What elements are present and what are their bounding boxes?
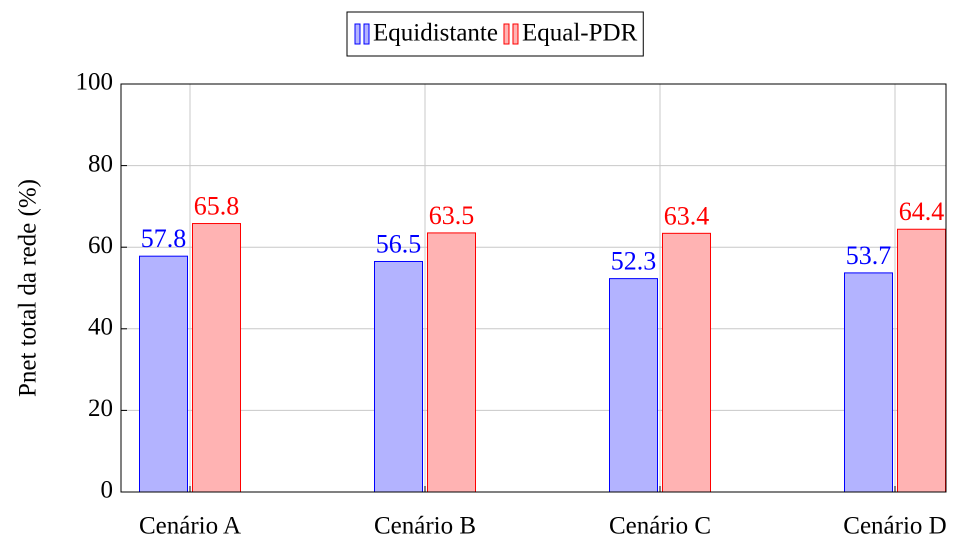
bar — [427, 232, 476, 493]
legend-swatch — [354, 23, 361, 45]
axis-frame — [120, 83, 947, 493]
y-tick-label: 0 — [101, 477, 114, 504]
bar — [609, 278, 658, 493]
legend-label: Equal-PDR — [522, 20, 638, 47]
legend: Equidistante Equal-PDR — [346, 11, 644, 57]
data-label: 65.8 — [194, 192, 240, 221]
data-label: 57.8 — [141, 224, 187, 253]
legend-swatch — [363, 23, 370, 45]
data-label: 64.4 — [899, 197, 945, 226]
legend-box — [346, 11, 644, 57]
y-tick-label: 40 — [88, 314, 113, 341]
y-tick-label: 20 — [88, 395, 113, 422]
data-label: 63.5 — [429, 201, 475, 230]
x-tick-label: Cenário D — [843, 513, 946, 540]
y-tick-label: 60 — [88, 232, 113, 259]
x-tick-label: Cenário A — [139, 513, 241, 540]
x-tick-label: Cenário B — [374, 513, 476, 540]
legend-label: Equidistante — [373, 20, 498, 47]
y-axis-label: Pnet total da rede (%) — [15, 179, 42, 397]
x-tick-label: Cenário C — [609, 513, 711, 540]
bar — [897, 228, 946, 493]
data-label: 56.5 — [376, 229, 422, 258]
y-tick-label: 100 — [76, 69, 114, 96]
bar — [139, 255, 188, 493]
bar — [192, 223, 241, 493]
data-label: 63.4 — [664, 201, 710, 230]
bar — [374, 260, 423, 493]
y-tick-label: 80 — [88, 150, 113, 177]
legend-swatch — [512, 23, 519, 45]
data-label: 53.7 — [846, 241, 892, 270]
data-label: 52.3 — [611, 247, 657, 276]
bar — [662, 232, 711, 493]
bar — [844, 272, 893, 493]
legend-swatch — [503, 23, 510, 45]
